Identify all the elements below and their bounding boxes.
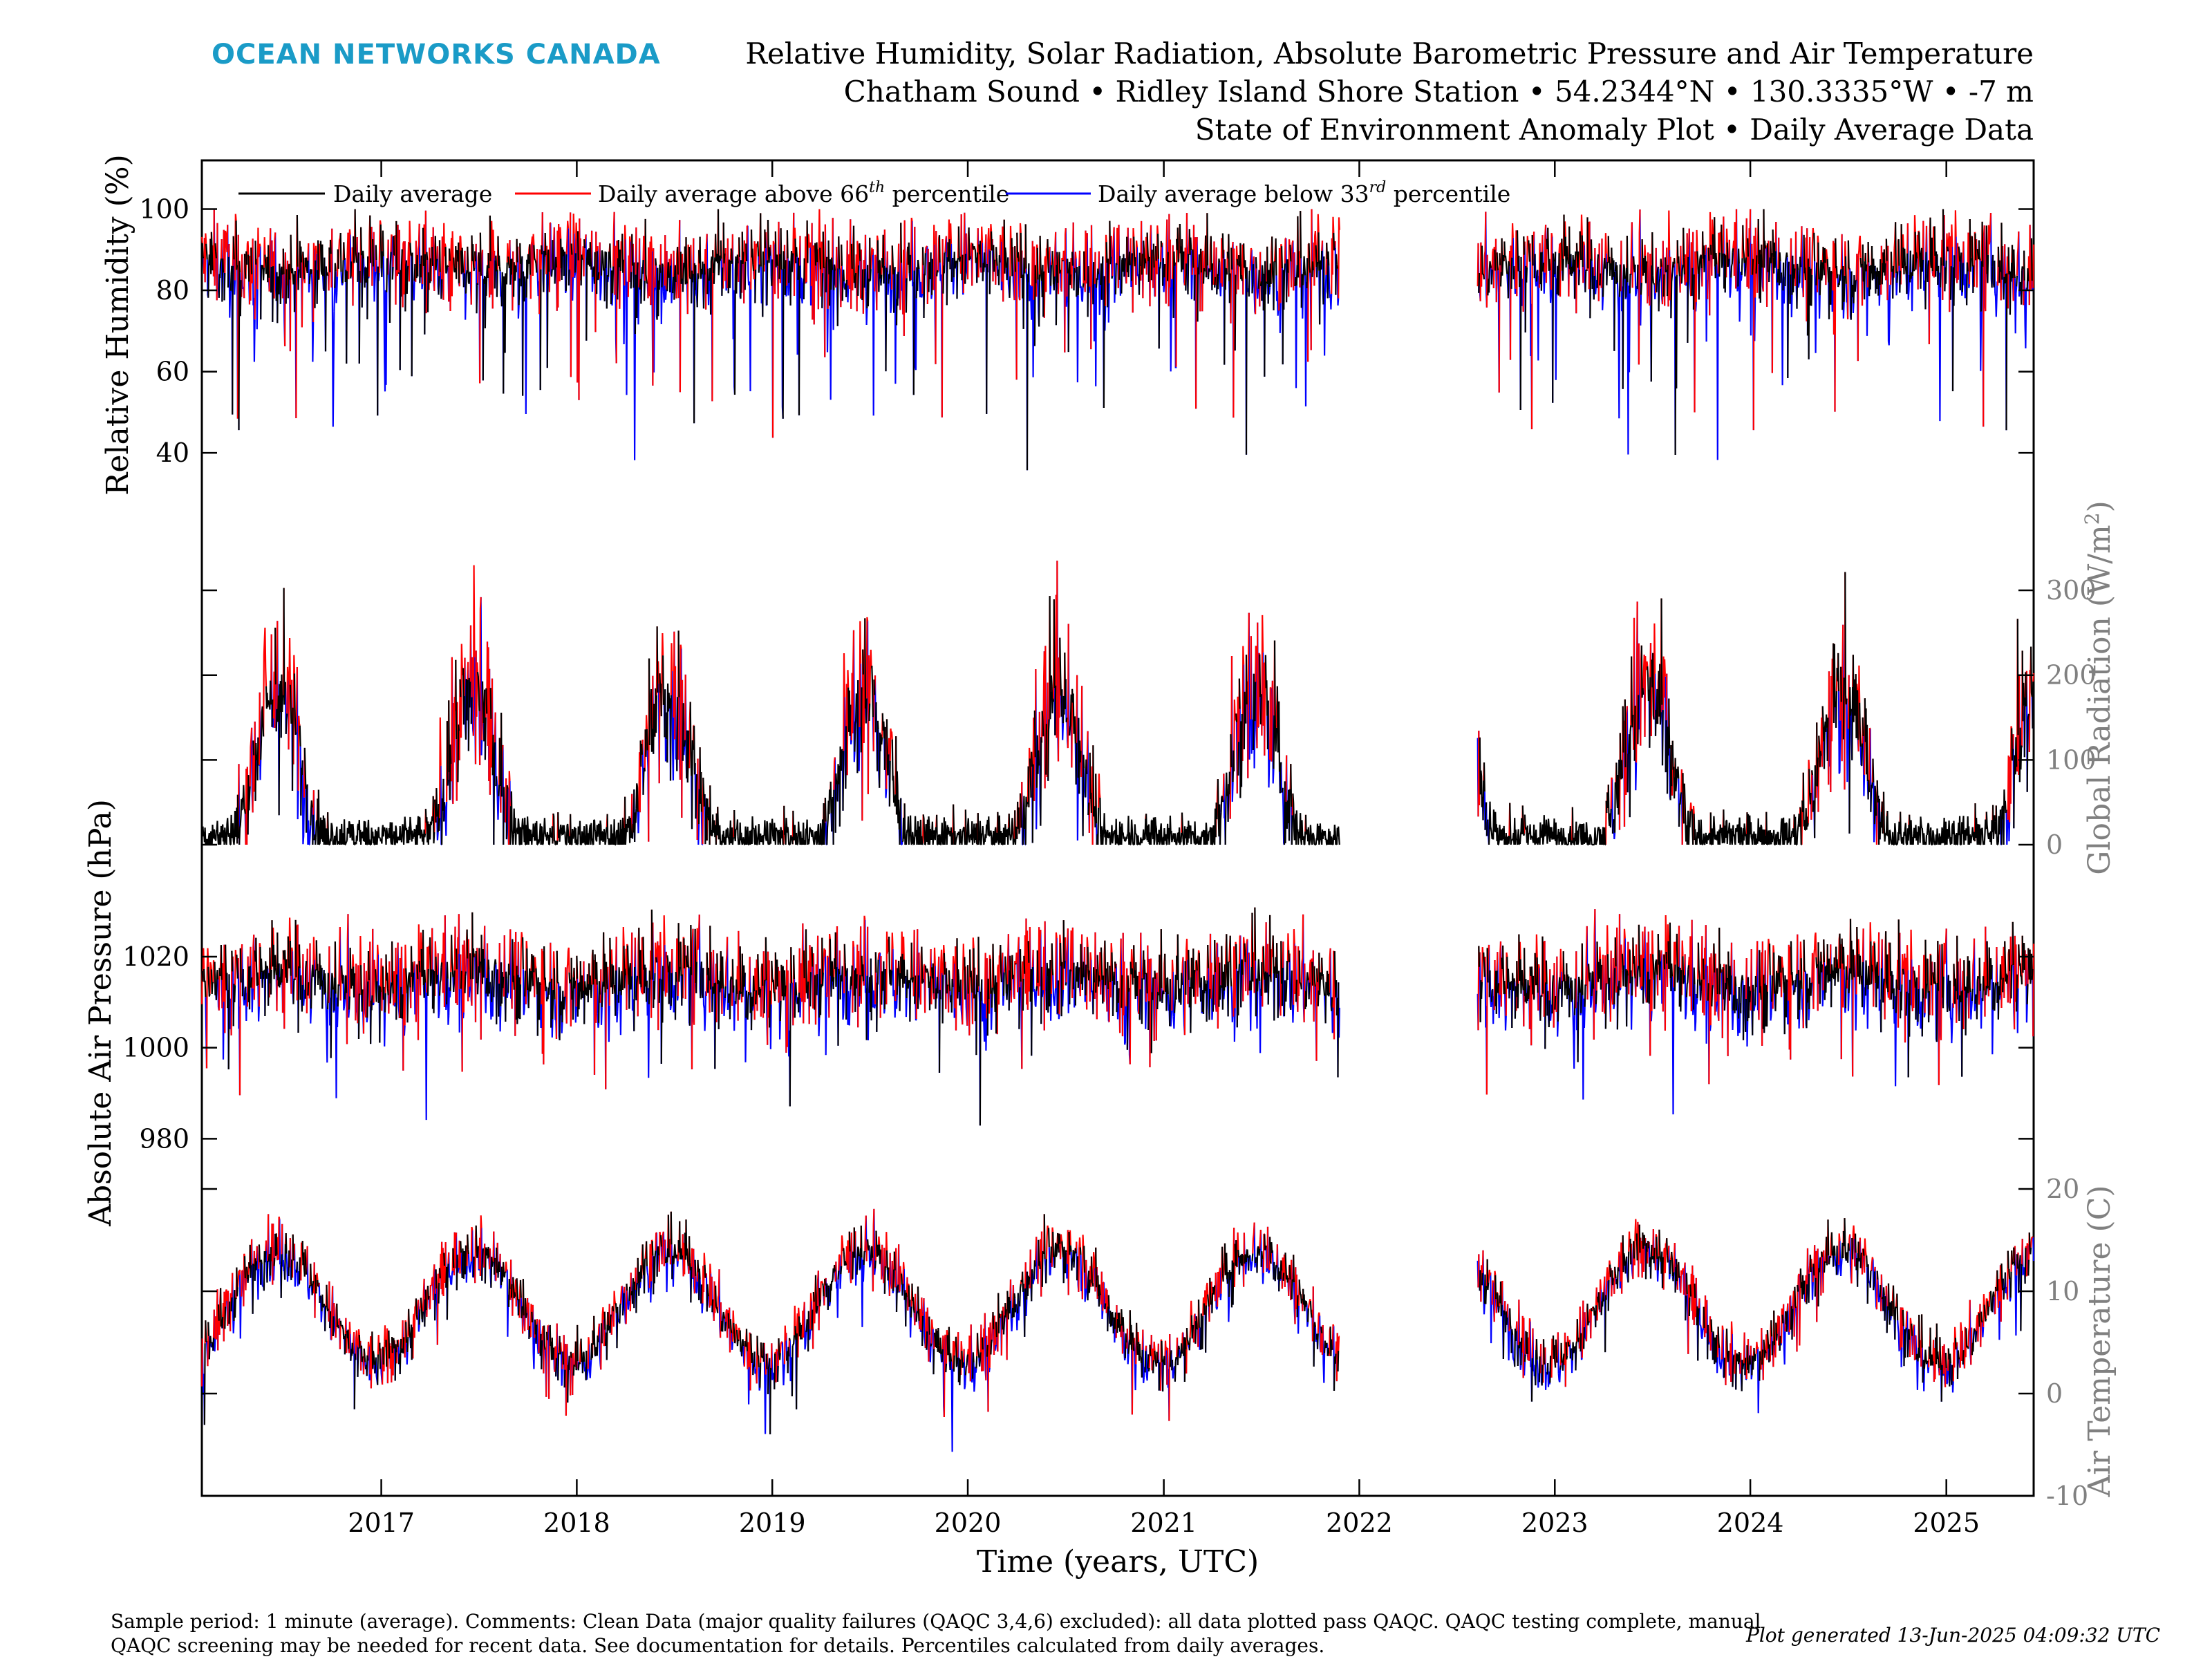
xtick-label-2025: 2025 bbox=[1913, 1508, 1980, 1538]
ytick-label-p3-10: 10 bbox=[2046, 1276, 2079, 1306]
xtick-label-2020: 2020 bbox=[935, 1508, 1002, 1538]
legend-label-below: Daily average below 33rd percentile bbox=[1098, 179, 1510, 207]
legend: Daily average Daily average above 66th p… bbox=[238, 179, 1510, 207]
series-below-panel1-seg0 bbox=[238, 561, 1293, 846]
legend-label-above: Daily average above 66th percentile bbox=[598, 179, 1009, 207]
ytick-label-p0-100: 100 bbox=[139, 194, 189, 225]
y-label-temperature: Air Temperature (C) bbox=[2082, 1185, 2117, 1497]
ytick-label-p0-60: 60 bbox=[156, 357, 189, 387]
series-average-panel0-seg1 bbox=[1478, 209, 2033, 456]
ytick-label-p1-100: 100 bbox=[2046, 744, 2097, 775]
ytick-label-p1-0: 0 bbox=[2046, 830, 2063, 860]
ytick-label-p1-200: 200 bbox=[2046, 660, 2097, 691]
series-average-panel0-seg0 bbox=[201, 209, 1338, 471]
xtick-label-2021: 2021 bbox=[1130, 1508, 1197, 1538]
xtick-label-2017: 2017 bbox=[348, 1508, 415, 1538]
ytick-label-p2-980: 980 bbox=[139, 1123, 189, 1154]
series-average-panel2-seg1 bbox=[1478, 919, 2034, 1078]
xtick-label-2018: 2018 bbox=[543, 1508, 610, 1538]
series-above-panel1-seg0 bbox=[236, 561, 1307, 845]
series-average-panel2-seg0 bbox=[201, 907, 1340, 1126]
y-label-radiation: Global Radiation (W/m2) bbox=[2081, 500, 2117, 875]
ytick-label-p2-1000: 1000 bbox=[122, 1033, 189, 1063]
chart-title: Relative Humidity, Solar Radiation, Abso… bbox=[745, 37, 2034, 71]
xtick-label-2024: 2024 bbox=[1717, 1508, 1784, 1538]
series-average-panel1-seg0 bbox=[200, 588, 1340, 846]
xtick-label-2023: 2023 bbox=[1521, 1508, 1588, 1538]
plot-frame bbox=[200, 159, 2035, 1497]
series-average-panel3-seg1 bbox=[1479, 1218, 2032, 1402]
y-label-pressure: Absolute Air Pressure (hPa) bbox=[83, 799, 118, 1227]
series-average-panel1-seg1 bbox=[1479, 572, 2034, 846]
ytick-label-p3-0: 0 bbox=[2046, 1378, 2063, 1409]
ytick-label-p0-40: 40 bbox=[156, 438, 189, 468]
legend-label-average: Daily average bbox=[333, 180, 492, 207]
ytick-label-p3--10: -10 bbox=[2046, 1481, 2088, 1511]
chart-subtitle: Chatham Sound • Ridley Island Shore Stat… bbox=[844, 75, 2034, 109]
series-below-panel1-seg1 bbox=[1477, 601, 2034, 846]
series-above-panel1-seg1 bbox=[1477, 572, 2035, 845]
chart-subtitle-2: State of Environment Anomaly Plot • Dail… bbox=[1195, 113, 2034, 147]
ytick-label-p3-20: 20 bbox=[2046, 1174, 2079, 1204]
ytick-label-p0-80: 80 bbox=[156, 275, 189, 306]
series-above-panel0-seg1 bbox=[1477, 209, 2035, 431]
ytick-label-p2-1020: 1020 bbox=[122, 941, 189, 972]
brand-logo: OCEAN NETWORKS CANADA bbox=[212, 39, 661, 71]
series-below-panel2-seg1 bbox=[1477, 909, 2034, 1115]
footer-note-1: Sample period: 1 minute (average). Comme… bbox=[111, 1610, 1761, 1633]
x-axis-label: Time (years, UTC) bbox=[977, 1544, 1259, 1580]
plot-generated: Plot generated 13-Jun-2025 04:09:32 UTC bbox=[1745, 1624, 2160, 1647]
series-average-panel3-seg0 bbox=[203, 1211, 1340, 1434]
series-layer bbox=[200, 209, 2035, 1452]
xtick-label-2019: 2019 bbox=[739, 1508, 806, 1538]
y-label-humidity: Relative Humidity (%) bbox=[100, 154, 135, 496]
ytick-label-p1-300: 300 bbox=[2046, 575, 2097, 606]
xtick-label-2022: 2022 bbox=[1326, 1508, 1393, 1538]
footer-note-2: QAQC screening may be needed for recent … bbox=[111, 1634, 1324, 1657]
axes-layer: 406080100010020030098010001020-100102020… bbox=[122, 160, 2097, 1538]
